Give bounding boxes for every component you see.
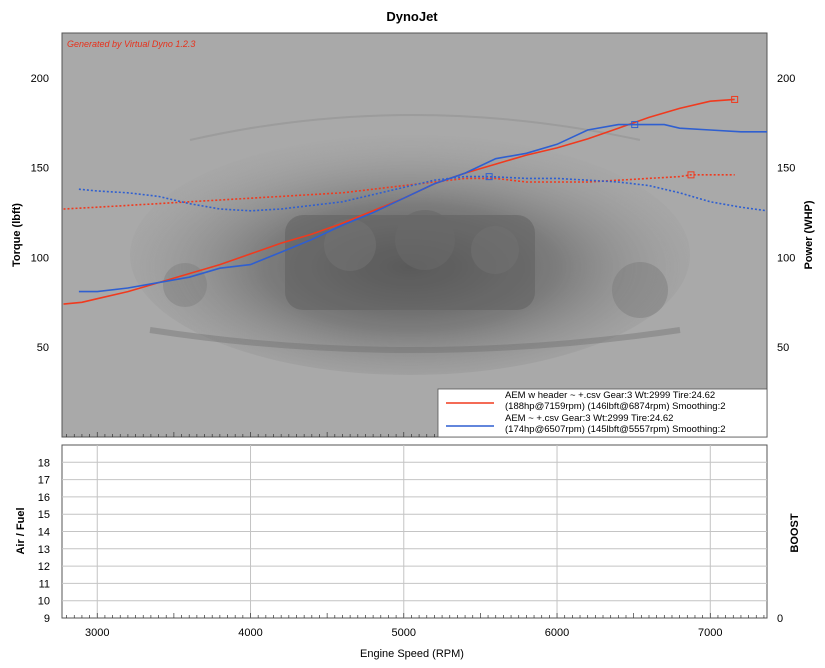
lower-panel: 9 10 11 12 13 14 15 16 17 18 0 3000 4000 5000 6000 7000 bbox=[38, 444, 783, 639]
watermark-text: Generated by Virtual Dyno 1.2.3 bbox=[67, 39, 195, 49]
power-tick-label: 150 bbox=[777, 163, 795, 175]
air-fuel-tick-label: 16 bbox=[38, 492, 50, 504]
air-fuel-tick-label: 12 bbox=[38, 561, 50, 573]
legend-entry-text: AEM ~ +.csv Gear:3 Wt:2999 Tire:24.62 bbox=[505, 413, 673, 424]
torque-tick-label: 200 bbox=[31, 73, 49, 85]
torque-axis-label: Torque (lbft) bbox=[11, 203, 23, 267]
boost-axis-label: BOOST bbox=[789, 513, 801, 552]
torque-tick-label: 150 bbox=[31, 163, 49, 175]
run2-torque-line bbox=[78, 175, 768, 212]
chart-title: DynoJet bbox=[386, 9, 438, 24]
legend-entry-text: AEM w header ~ +.csv Gear:3 Wt:2999 Tire… bbox=[505, 390, 715, 401]
air-fuel-tick-label: 11 bbox=[39, 578, 50, 590]
torque-tick-label: 100 bbox=[31, 252, 49, 264]
run2-power-line bbox=[78, 123, 767, 293]
rpm-tick-label: 6000 bbox=[545, 627, 569, 639]
power-tick-label: 50 bbox=[777, 342, 789, 354]
run1-power-peak-marker bbox=[731, 95, 739, 103]
rpm-tick-label: 7000 bbox=[698, 627, 722, 639]
run2-power-peak-marker bbox=[631, 121, 639, 129]
run2-torque-peak-marker bbox=[485, 173, 493, 181]
upper-series-lines bbox=[63, 95, 768, 305]
rpm-tick-label: 4000 bbox=[238, 627, 262, 639]
upper-plot-frame bbox=[61, 32, 768, 438]
air-fuel-tick-label: 18 bbox=[38, 457, 50, 469]
x-axis-label: Engine Speed (RPM) bbox=[360, 648, 464, 660]
run1-torque-peak-marker bbox=[687, 171, 695, 179]
legend-entry-text: (174hp@6507rpm) (145lbft@5557rpm) Smooth… bbox=[505, 424, 726, 435]
air-fuel-tick-label: 13 bbox=[38, 544, 50, 556]
power-tick-label: 100 bbox=[777, 252, 795, 264]
air-fuel-tick-label: 14 bbox=[38, 527, 50, 539]
legend-entry-text: (188hp@7159rpm) (146lbft@6874rpm) Smooth… bbox=[505, 401, 726, 412]
rpm-tick-label: 3000 bbox=[85, 627, 109, 639]
air-fuel-tick-label: 17 bbox=[38, 475, 50, 487]
lower-axis-ticks: 9 10 11 12 13 14 15 16 17 18 0 3000 4000 5000 6000 7000 bbox=[38, 457, 783, 639]
upper-panel: Generated by Virtual Dyno 1.2.3 50 50 100 1… bbox=[31, 32, 795, 438]
engine-background-image bbox=[130, 114, 690, 375]
legend: AEM w header ~ +.csv Gear:3 Wt:2999 Tire… bbox=[437, 388, 768, 438]
boost-tick-label: 0 bbox=[777, 613, 783, 625]
air-fuel-axis-label: Air / Fuel bbox=[15, 507, 27, 554]
power-tick-label: 200 bbox=[777, 73, 795, 85]
air-fuel-tick-label: 15 bbox=[38, 509, 50, 521]
power-axis-label: Power (WHP) bbox=[803, 200, 815, 269]
rpm-tick-label: 5000 bbox=[392, 627, 416, 639]
lower-grid bbox=[62, 445, 767, 618]
torque-tick-label: 50 bbox=[37, 342, 49, 354]
legend-box bbox=[437, 388, 768, 438]
air-fuel-tick-label: 9 bbox=[44, 613, 50, 625]
air-fuel-tick-label: 10 bbox=[38, 596, 50, 608]
